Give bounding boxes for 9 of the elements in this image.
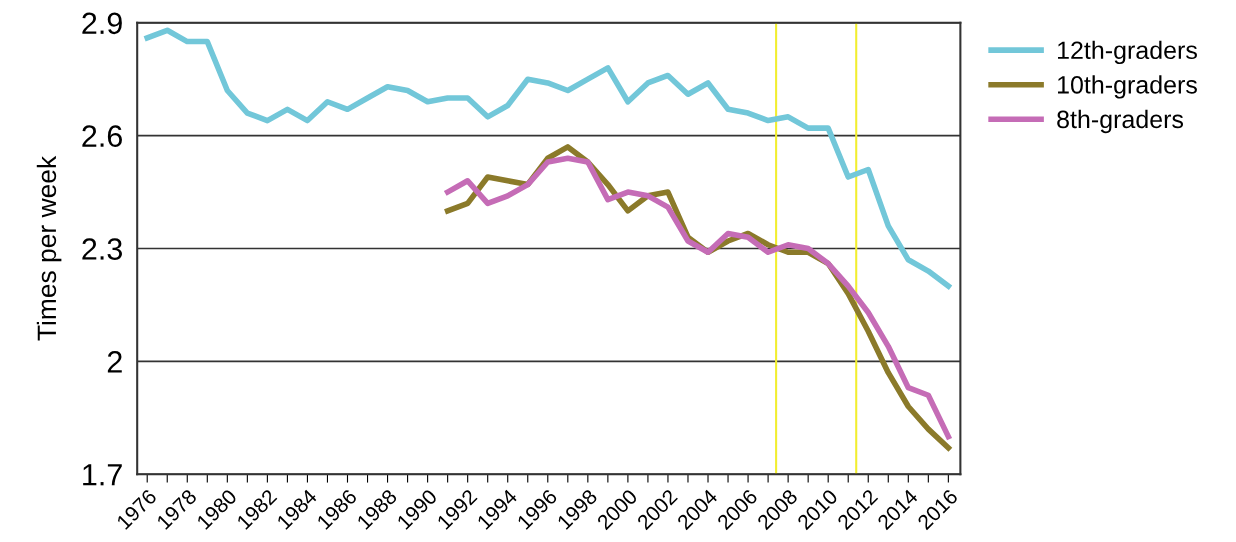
y-tick-label: 1.7 bbox=[83, 464, 122, 486]
y-tick-label: 2 bbox=[107, 351, 122, 373]
legend-label: 10th-graders bbox=[1058, 75, 1197, 99]
legend-label: 12th-graders bbox=[1058, 40, 1197, 65]
y-tick-label: 2.9 bbox=[82, 12, 122, 35]
legend-label: 8th-graders bbox=[1057, 109, 1184, 134]
y-tick-label: 2.3 bbox=[82, 238, 122, 260]
y-axis-title: Times per week bbox=[36, 155, 62, 341]
y-tick-label: 2.6 bbox=[82, 125, 122, 148]
